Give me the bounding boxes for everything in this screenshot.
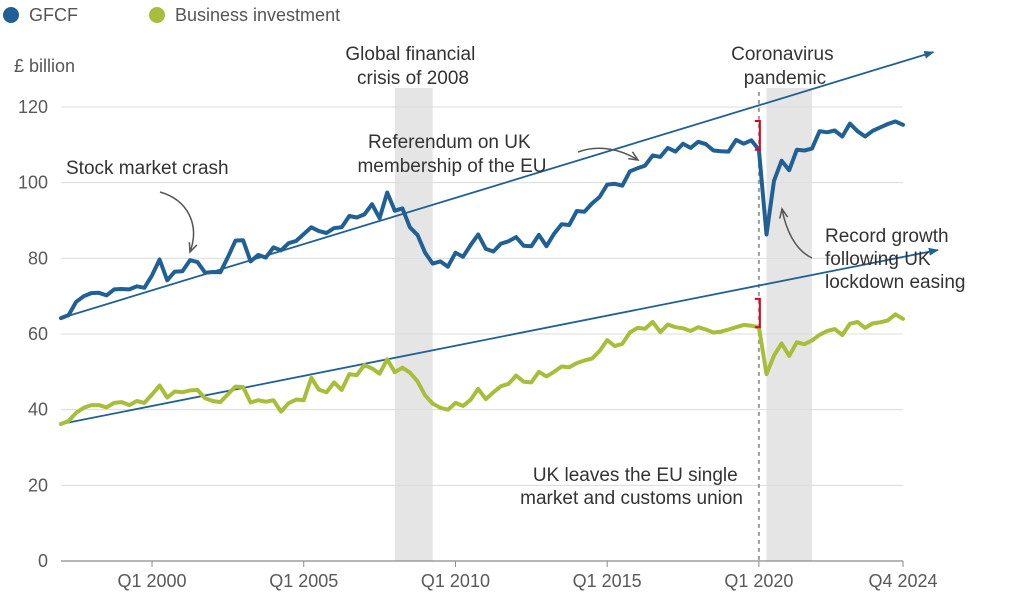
y-tick-label: 60 (28, 324, 48, 344)
y-tick-label: 0 (38, 551, 48, 571)
x-tick-label: Q1 2015 (573, 571, 642, 591)
gap-brackets (754, 119, 761, 329)
y-tick-label: 40 (28, 400, 48, 420)
shaded-period-coronavirus (766, 88, 812, 561)
shaded-period-financial-crisis (394, 88, 433, 561)
annotation-arrows (159, 147, 813, 259)
x-tick-label: Q1 2000 (117, 571, 186, 591)
series-lines (59, 119, 905, 426)
record-growth-arrow (779, 207, 813, 259)
y-tick-label: 100 (18, 173, 48, 193)
annotation-uk-leaves: UK leaves the EU single market and custo… (520, 465, 743, 509)
business-investment-gap-bracket (754, 297, 761, 329)
y-tick-label: 20 (28, 475, 48, 495)
y-tick-label: 120 (18, 97, 48, 117)
legend: GFCF Business investment (3, 5, 340, 25)
x-tick-label: Q1 2010 (421, 571, 490, 591)
legend-gfcf-marker (3, 7, 19, 23)
annotation-coronavirus: Coronavirus pandemic (731, 44, 839, 89)
axes: Q1 2000 Q1 2005 Q1 2010 Q1 2015 Q1 2020 Q4 20… (61, 560, 938, 591)
business-investment-trend (60, 247, 939, 425)
legend-business-investment-label: Business investment (175, 5, 340, 25)
x-tick-label: Q1 2020 (724, 571, 793, 591)
annotation-stock-crash: Stock market crash (66, 158, 229, 179)
y-axis-unit-label: £ billion (14, 56, 75, 76)
y-tick-label: 80 (28, 248, 48, 268)
legend-business-investment-marker (149, 7, 165, 23)
business-investment-line (59, 312, 905, 426)
x-tick-label: Q4 2024 (868, 571, 937, 591)
annotation-financial-crisis: Global financial crisis of 2008 (345, 44, 480, 89)
grid: 0 20 40 60 80 100 120 (18, 97, 903, 571)
legend-gfcf-label: GFCF (29, 5, 78, 25)
gfcf-line (59, 119, 905, 321)
x-tick-label: Q1 2005 (269, 571, 338, 591)
stock-crash-arrow (159, 191, 198, 254)
annotations: Global financial crisis of 2008 Coronavi… (66, 44, 965, 509)
referendum-arrow (577, 147, 640, 161)
annotation-record-growth: Record growth following UK lockdown easi… (825, 226, 965, 293)
annotation-referendum: Referendum on UK membership of the EU (357, 132, 546, 177)
gfcf-gap-bracket (754, 119, 761, 151)
